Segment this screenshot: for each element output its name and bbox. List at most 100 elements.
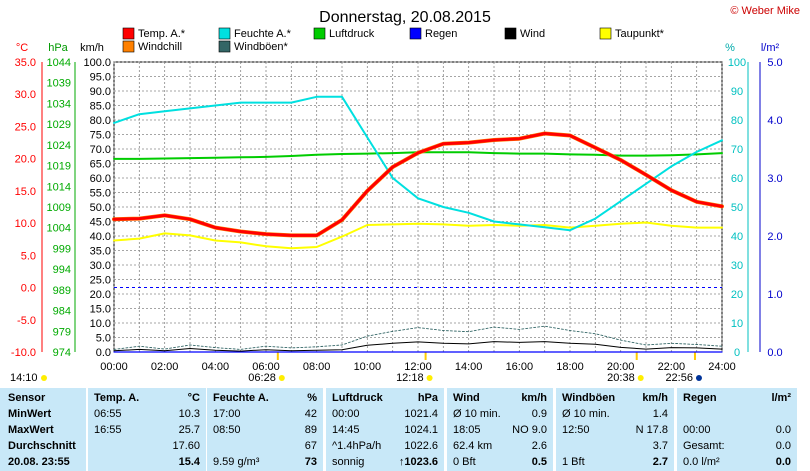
- stats-row: 62.4 km 2.6: [447, 438, 553, 454]
- credit-text: © Weber Mike: [730, 5, 800, 17]
- stats-column-header: Temp. A. °C: [88, 390, 206, 406]
- column-title: Temp. A.: [94, 392, 140, 404]
- stats-sub-label: 08:50: [213, 424, 241, 436]
- humidity-tick-label: 20: [731, 289, 743, 301]
- time-tick-label: 22:00: [658, 361, 686, 373]
- wind-tick-label: 5.0: [96, 333, 111, 345]
- pressure-tick-label: 1029: [47, 119, 71, 131]
- humidity-tick-label: 80: [731, 115, 743, 127]
- stats-sub-label: 17:00: [213, 408, 241, 420]
- wind-tick-label: 85.0: [90, 101, 111, 113]
- legend-label: Wind: [520, 28, 545, 40]
- stats-row: 00:00 0.0: [677, 422, 797, 438]
- stats-sub-label: 62.4 km: [453, 440, 493, 452]
- stats-sub-label: 14:45: [332, 424, 360, 436]
- stats-value: 89: [304, 424, 317, 436]
- weather-chart: Donnerstag, 20.08.2015 © Weber Mike Temp…: [10, 5, 800, 384]
- temp-tick-label: 5.0: [21, 250, 36, 262]
- time-tick-label: 06:00: [252, 361, 280, 373]
- legend-swatch: [599, 27, 612, 40]
- pressure-tick-label: 1034: [47, 98, 71, 110]
- rain-tick-label: 5.0: [767, 57, 782, 69]
- stats-column-wind: Wind km/h Ø 10 min. 0.9 18:05 NO 9.0 62.4 km 2.…: [447, 388, 553, 471]
- axis-labels: °C hPa km/h% l/m² 35.0 30.0 25.0 20.0 15.0 10.0 5.…: [10, 42, 783, 384]
- pressure-tick-label: 989: [53, 285, 71, 297]
- legend-label: Windchill: [138, 41, 182, 53]
- time-tick-label: 02:00: [151, 361, 179, 373]
- stats-value: 1024.1: [404, 424, 438, 436]
- rain-tick-label: 1.0: [767, 289, 782, 301]
- time-tick-label: 18:00: [556, 361, 584, 373]
- legend-swatch: [218, 27, 231, 40]
- stats-column-temp: Temp. A. °C 06:55 10.3 16:55 25.7 17.60 15.4: [88, 388, 206, 471]
- stats-sub-label: Ø 10 min.: [453, 408, 501, 420]
- time-tick-label: 16:00: [506, 361, 534, 373]
- series-line-windben: [113, 325, 723, 350]
- stats-sub-label: sonnig: [332, 456, 365, 468]
- stats-value: 42: [304, 408, 317, 420]
- stats-row: 17.60: [88, 438, 206, 454]
- stats-sub-label: 9.59 g/m³: [213, 456, 260, 468]
- pressure-tick-label: 1019: [47, 161, 71, 173]
- stats-value: 15.4: [178, 456, 200, 468]
- wind-tick-label: 65.0: [90, 159, 111, 171]
- axis-unit: hPa: [48, 42, 68, 54]
- noon-icon: [426, 375, 433, 381]
- stats-value: 1022.6: [404, 440, 438, 452]
- wind-tick-label: 30.0: [90, 260, 111, 272]
- stats-value: 2.6: [531, 440, 547, 452]
- stats-row: 18:05 NO 9.0: [447, 422, 553, 438]
- temp-tick-label: 25.0: [15, 121, 36, 133]
- stats-row-label: MinWert: [8, 408, 52, 420]
- stats-row: 00:00 1021.4: [326, 406, 444, 422]
- stats-sub-label: 0 Bft: [453, 456, 476, 468]
- legend-label: Luftdruck: [329, 28, 375, 40]
- temp-tick-label: 10.0: [15, 218, 36, 230]
- stats-column-header: Windböen km/h: [556, 390, 674, 406]
- stats-sub-label: Gesamt:: [683, 440, 725, 452]
- stats-sub-label: 1 Bft: [562, 456, 585, 468]
- legend-label: Feuchte A.*: [234, 28, 292, 40]
- stats-value: 1021.4: [404, 408, 438, 420]
- stats-row: 0 Bft 0.5: [447, 454, 553, 470]
- stats-row: 06:55 10.3: [88, 406, 206, 422]
- wind-tick-label: 10.0: [90, 318, 111, 330]
- stats-sub-label: 16:55: [94, 424, 122, 436]
- time-tick-label: 24:00: [708, 361, 736, 373]
- stats-value: 3.7: [652, 440, 668, 452]
- stats-row: 17:00 42: [207, 406, 323, 422]
- humidity-tick-label: 50: [731, 202, 743, 214]
- legend-swatch: [218, 40, 231, 53]
- wind-tick-label: 55.0: [90, 188, 111, 200]
- humidity-tick-label: 100: [728, 57, 746, 69]
- stats-value: 0.0: [775, 424, 791, 436]
- humidity-tick-label: 60: [731, 173, 743, 185]
- wind-tick-label: 100.0: [83, 57, 111, 69]
- legend-swatch: [504, 27, 517, 40]
- wind-tick-label: 95.0: [90, 72, 111, 84]
- stats-row-label: MaxWert: [8, 424, 54, 436]
- pressure-tick-label: 1009: [47, 202, 71, 214]
- stats-row-label: 20.08. 23:55: [8, 456, 70, 468]
- sun-event-time: 14:10: [10, 372, 38, 384]
- series-line-tempa: [112, 132, 724, 237]
- stats-row: 12:50 N 17.8: [556, 422, 674, 438]
- sun-icon: [41, 375, 47, 381]
- humidity-tick-label: 70: [731, 144, 743, 156]
- axis-unit: l/m²: [761, 42, 780, 54]
- statistics-table: Sensor MinWert MaxWert Durchschnitt 20.08. 2…: [0, 388, 810, 471]
- pressure-tick-label: 999: [53, 243, 71, 255]
- legend-label: Temp. A.*: [138, 28, 186, 40]
- wind-tick-label: 15.0: [90, 304, 111, 316]
- stats-value: 0.5: [531, 456, 547, 468]
- time-tick-label: 04:00: [202, 361, 230, 373]
- wind-tick-label: 25.0: [90, 275, 111, 287]
- wind-tick-label: 75.0: [90, 130, 111, 142]
- stats-sub-label: 0.0 l/m²: [683, 456, 720, 468]
- pressure-tick-label: 1024: [47, 140, 71, 152]
- wind-tick-label: 20.0: [90, 289, 111, 301]
- humidity-tick-label: 0: [734, 347, 740, 359]
- stats-sub-label: 00:00: [683, 424, 711, 436]
- stats-value: 25.7: [178, 424, 200, 436]
- stats-row: Ø 10 min. 1.4: [556, 406, 674, 422]
